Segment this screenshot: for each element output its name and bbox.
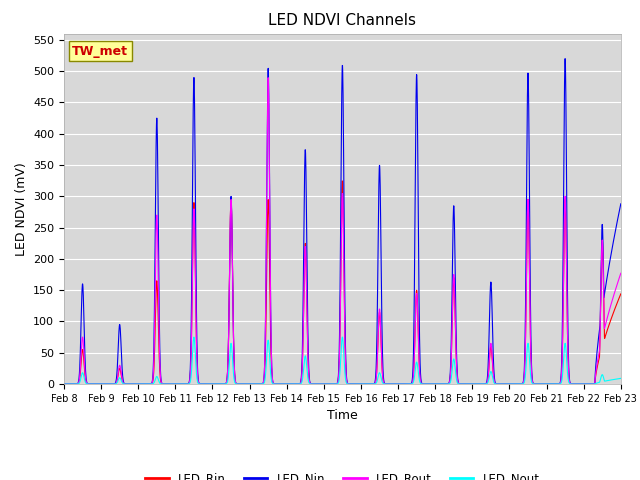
LED_Nout [546,381,554,387]
LED_Nout [157,381,164,386]
Text: TW_met: TW_met [72,45,129,58]
LED_Nin [617,201,625,207]
Line: LED_Rout: LED_Rout [64,78,621,384]
X-axis label: Time: Time [327,409,358,422]
LED_Rin [124,381,131,387]
LED_Nin [124,381,131,387]
LED_Nin [561,56,569,61]
LED_Nout [190,334,198,340]
LED_Rin [60,381,68,387]
LED_Rout [264,75,272,81]
LED_Rout [274,381,282,387]
LED_Nout [274,381,282,387]
LED_Rout [157,374,164,380]
LED_Rin [606,319,614,325]
Line: LED_Nout: LED_Nout [64,337,621,384]
LED_Nin [546,381,554,387]
LED_Rin [157,377,164,383]
LED_Rout [617,270,625,276]
Line: LED_Nin: LED_Nin [64,59,621,384]
LED_Nin [606,257,614,263]
LED_Nout [606,377,614,383]
LED_Nin [157,370,164,376]
LED_Rout [546,381,554,387]
LED_Rin [298,374,305,380]
Y-axis label: LED NDVI (mV): LED NDVI (mV) [15,162,28,256]
LED_Rout [606,305,614,311]
Legend: LED_Rin, LED_Nin, LED_Rout, LED_Nout: LED_Rin, LED_Nin, LED_Rout, LED_Nout [140,467,545,480]
LED_Rout [60,381,68,387]
LED_Nin [60,381,68,387]
LED_Nin [298,369,305,375]
Title: LED NDVI Channels: LED NDVI Channels [268,13,417,28]
LED_Nin [274,381,282,387]
LED_Rin [339,178,346,184]
LED_Nout [124,381,131,387]
LED_Nout [60,381,68,387]
LED_Rin [274,381,282,387]
LED_Rin [546,381,554,387]
LED_Rout [298,372,306,378]
LED_Rout [124,381,131,387]
LED_Rin [617,291,625,297]
Line: LED_Rin: LED_Rin [64,181,621,384]
LED_Nout [298,379,306,385]
LED_Nout [617,375,625,381]
